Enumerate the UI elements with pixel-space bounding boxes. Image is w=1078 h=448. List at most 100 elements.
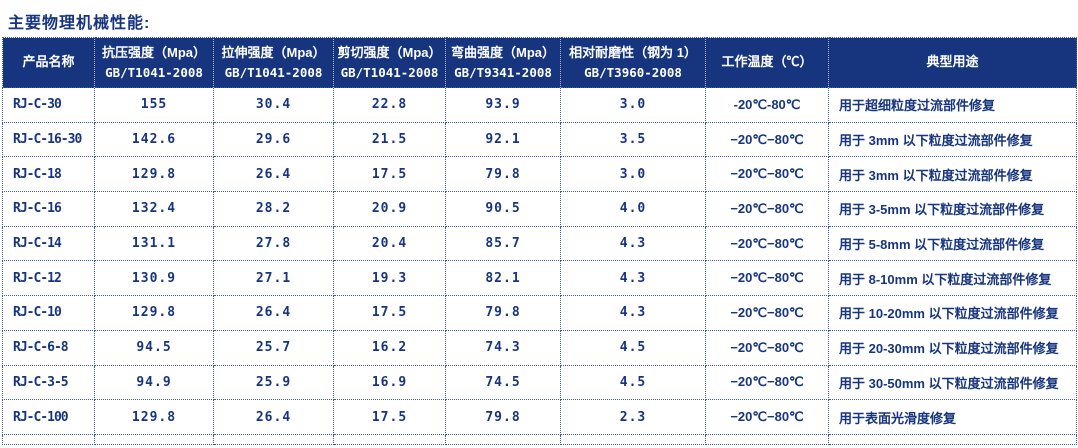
- cell-shear-strength: 20.9: [333, 191, 446, 227]
- cell-flexural-strength: 90.5: [445, 191, 561, 227]
- cell-product-name: RJ-C-10: [2, 295, 95, 331]
- cell-wear-resistance: 2.3: [560, 399, 706, 435]
- cell-tensile-strength: 30.4: [213, 87, 334, 123]
- table-header: 产品名称 抗压强度（Mpa） GB/T1041-2008 拉伸强度（Mpa） G…: [2, 37, 1077, 88]
- cell-wear-resistance: 4.0: [560, 191, 706, 227]
- column-standard: GB/T1041-2008: [105, 64, 203, 80]
- cell-working-temperature: −20℃−80℃: [705, 329, 829, 366]
- cell-flexural-strength: 74.5: [445, 364, 561, 401]
- partial-row: [2, 433, 1077, 445]
- column-label: 抗压强度（Mpa）: [101, 44, 206, 60]
- table-row: RJ-C-10 129.8 26.4 17.5 79.8 4.3 −20℃−80…: [2, 295, 1077, 331]
- column-label: 典型用途: [926, 54, 979, 70]
- cell-typical-use: 用于 3mm 以下粒度过流部件修复: [828, 156, 1077, 193]
- cell-shear-strength: 19.3: [333, 260, 446, 297]
- table-row: RJ-C-18 129.8 26.4 17.5 79.8 3.0 −20℃−80…: [2, 156, 1077, 193]
- cell-flexural-strength: 79.8: [445, 156, 561, 193]
- table-row: RJ-C-16-30 142.6 29.6 21.5 92.1 3.5 −20℃…: [2, 121, 1077, 158]
- cell-flexural-strength: 82.1: [445, 260, 561, 297]
- column-label: 工作温度（℃）: [721, 54, 813, 70]
- cell-working-temperature: −20℃−80℃: [705, 260, 829, 297]
- cell-compressive-strength: 94.5: [94, 329, 214, 366]
- cell-product-name: RJ-C-16-30: [2, 121, 95, 158]
- cell-compressive-strength: 155: [94, 87, 214, 123]
- column-header-product: 产品名称: [2, 37, 95, 88]
- table-row: RJ-C-6-8 94.5 25.7 16.2 74.3 4.5 −20℃−80…: [2, 329, 1077, 366]
- cell-shear-strength: 17.5: [333, 399, 446, 435]
- cell-tensile-strength: 26.4: [213, 295, 334, 331]
- column-standard: GB/T1041-2008: [340, 64, 439, 80]
- cell-wear-resistance: 3.0: [560, 156, 706, 193]
- header-row: 产品名称 抗压强度（Mpa） GB/T1041-2008 拉伸强度（Mpa） G…: [2, 37, 1077, 88]
- cell-product-name: RJ-C-100: [2, 399, 95, 435]
- table-row: RJ-C-14 131.1 27.8 20.4 85.7 4.3 −20℃−80…: [2, 225, 1077, 262]
- table-row: RJ-C-12 130.9 27.1 19.3 82.1 4.3 −20℃−80…: [2, 260, 1077, 297]
- column-header-tensile: 拉伸强度（Mpa） GB/T1041-2008: [213, 37, 334, 88]
- cell-compressive-strength: 132.4: [94, 191, 214, 227]
- column-standard: GB/T3960-2008: [584, 64, 682, 80]
- column-header-temperature: 工作温度（℃）: [705, 37, 829, 88]
- cell-compressive-strength: 129.8: [94, 295, 214, 331]
- spec-table: 产品名称 抗压强度（Mpa） GB/T1041-2008 拉伸强度（Mpa） G…: [2, 37, 1077, 445]
- cell-wear-resistance: 4.5: [560, 329, 706, 366]
- cell-product-name: RJ-C-16: [2, 191, 95, 227]
- cell-compressive-strength: 94.9: [94, 364, 214, 401]
- cell-typical-use: 用于 20-30mm 以下粒度过流部件修复: [828, 329, 1077, 366]
- cell-shear-strength: 16.9: [333, 364, 446, 401]
- column-label: 相对耐磨性（钢为 1）: [569, 44, 697, 60]
- cell-product-name: RJ-C-3-5: [2, 364, 95, 401]
- cell-shear-strength: 22.8: [333, 87, 446, 123]
- cell-typical-use: 用于 3-5mm 以下粒度过流部件修复: [828, 191, 1077, 227]
- cell-product-name: RJ-C-30: [2, 87, 95, 123]
- cell-typical-use: 用于 5-8mm 以下粒度过流部件修复: [828, 225, 1077, 262]
- cell-working-temperature: −20℃−80℃: [705, 156, 829, 193]
- cell-tensile-strength: 29.6: [213, 121, 334, 158]
- cell-working-temperature: -20℃-80℃: [705, 87, 829, 123]
- cell-working-temperature: −20℃−80℃: [705, 399, 829, 435]
- cell-shear-strength: 21.5: [333, 121, 446, 158]
- cell-typical-use: 用于 3mm 以下粒度过流部件修复: [828, 121, 1077, 158]
- cell-compressive-strength: 130.9: [94, 260, 214, 297]
- cell-flexural-strength: 85.7: [445, 225, 561, 262]
- table-body: RJ-C-30 155 30.4 22.8 93.9 3.0 -20℃-80℃ …: [2, 87, 1077, 445]
- cell-typical-use: 用于 10-20mm 以下粒度过流部件修复: [828, 295, 1077, 331]
- cell-wear-resistance: 3.0: [560, 87, 706, 123]
- cell-compressive-strength: 129.8: [94, 399, 214, 435]
- cell-flexural-strength: 74.3: [445, 329, 561, 366]
- column-label: 产品名称: [22, 54, 75, 70]
- column-standard: GB/T1041-2008: [224, 64, 323, 80]
- column-label: 剪切强度（Mpa）: [337, 44, 442, 60]
- table-row: RJ-C-16 132.4 28.2 20.9 90.5 4.0 −20℃−80…: [2, 191, 1077, 227]
- cell-working-temperature: −20℃−80℃: [705, 121, 829, 158]
- table-row: RJ-C-100 129.8 26.4 17.5 79.8 2.3 −20℃−8…: [2, 399, 1077, 435]
- cell-tensile-strength: 26.4: [213, 399, 334, 435]
- cell-product-name: RJ-C-14: [2, 225, 95, 262]
- column-header-shear: 剪切强度（Mpa） GB/T1041-2008: [333, 37, 446, 88]
- cell-working-temperature: −20℃−80℃: [705, 191, 829, 227]
- cell-flexural-strength: 79.8: [445, 399, 561, 435]
- cell-shear-strength: 16.2: [333, 329, 446, 366]
- cell-flexural-strength: 79.8: [445, 295, 561, 331]
- cell-wear-resistance: 3.5: [560, 121, 706, 158]
- cell-tensile-strength: 27.1: [213, 260, 334, 297]
- column-header-compressive: 抗压强度（Mpa） GB/T1041-2008: [94, 37, 214, 88]
- column-label: 弯曲强度（Mpa）: [450, 44, 555, 60]
- cell-typical-use: 用于超细粒度过流部件修复: [828, 87, 1077, 123]
- column-header-flexural: 弯曲强度（Mpa） GB/T9341-2008: [445, 37, 561, 88]
- cell-typical-use: 用于表面光滑度修复: [828, 399, 1077, 435]
- column-standard: GB/T9341-2008: [454, 64, 552, 80]
- cell-wear-resistance: 4.3: [560, 225, 706, 262]
- cell-working-temperature: −20℃−80℃: [705, 295, 829, 331]
- cell-product-name: RJ-C-12: [2, 260, 95, 297]
- cell-product-name: RJ-C-18: [2, 156, 95, 193]
- cell-typical-use: 用于 30-50mm 以下粒度过流部件修复: [828, 364, 1077, 401]
- cell-product-name: RJ-C-6-8: [2, 329, 95, 366]
- cell-tensile-strength: 26.4: [213, 156, 334, 193]
- table-row: RJ-C-3-5 94.9 25.9 16.9 74.5 4.5 −20℃−80…: [2, 364, 1077, 401]
- cell-working-temperature: −20℃−80℃: [705, 364, 829, 401]
- cell-tensile-strength: 25.7: [213, 329, 334, 366]
- cell-wear-resistance: 4.5: [560, 364, 706, 401]
- column-header-wear: 相对耐磨性（钢为 1） GB/T3960-2008: [560, 37, 706, 88]
- cell-shear-strength: 17.5: [333, 156, 446, 193]
